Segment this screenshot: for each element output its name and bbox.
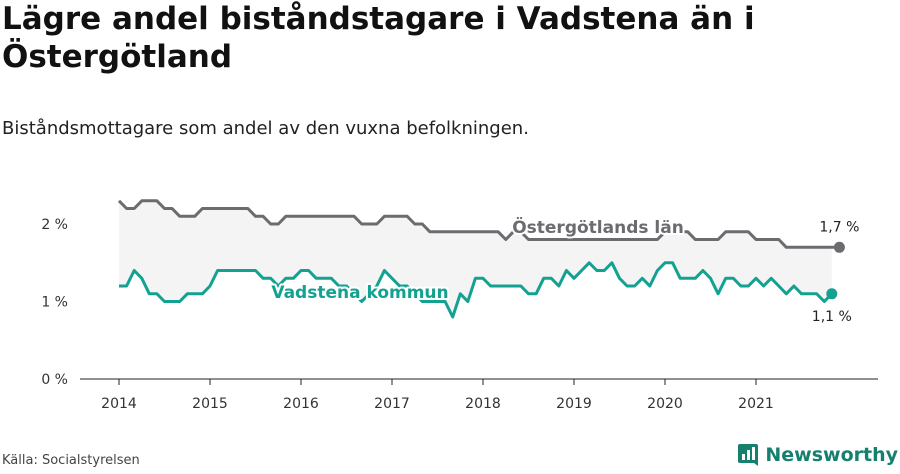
chart-title: Lägre andel biståndstagare i Vadstena än… bbox=[2, 1, 755, 75]
newsworthy-logo-icon bbox=[738, 444, 759, 466]
range-band bbox=[119, 200, 832, 317]
y-tick-label: 0 % bbox=[41, 372, 68, 388]
series-name-label-vadstena: Vadstena kommun bbox=[271, 283, 448, 303]
end-value-label-ostergotland: 1,7 % bbox=[819, 219, 859, 235]
x-tick-label: 2017 bbox=[374, 396, 410, 412]
x-tick-label: 2019 bbox=[556, 396, 592, 412]
brand-name: Newsworthy bbox=[765, 444, 898, 466]
y-tick-label: 2 % bbox=[41, 217, 68, 233]
x-tick-label: 2016 bbox=[283, 396, 319, 412]
series-end-point-vadstena bbox=[826, 288, 838, 300]
series-line-vadstena bbox=[119, 261, 833, 319]
x-tick-label: 2021 bbox=[738, 396, 774, 412]
x-tick-label: 2020 bbox=[647, 396, 683, 412]
source-note: Källa: Socialstyrelsen bbox=[2, 453, 140, 468]
x-tick-label: 2018 bbox=[465, 396, 501, 412]
series-end-point-ostergotland bbox=[833, 241, 845, 253]
brand-logo: Newsworthy bbox=[737, 442, 898, 468]
series-name-label-ostergotland: Östergötlands län bbox=[512, 216, 684, 238]
x-tick-label: 2014 bbox=[101, 396, 137, 412]
chart-subtitle: Biståndsmottagare som andel av den vuxna… bbox=[2, 118, 529, 139]
y-tick-label: 1 % bbox=[41, 295, 68, 311]
x-tick-label: 2015 bbox=[192, 396, 228, 412]
end-value-label-vadstena: 1,1 % bbox=[812, 309, 852, 325]
series-line-ostergotland bbox=[117, 199, 840, 249]
